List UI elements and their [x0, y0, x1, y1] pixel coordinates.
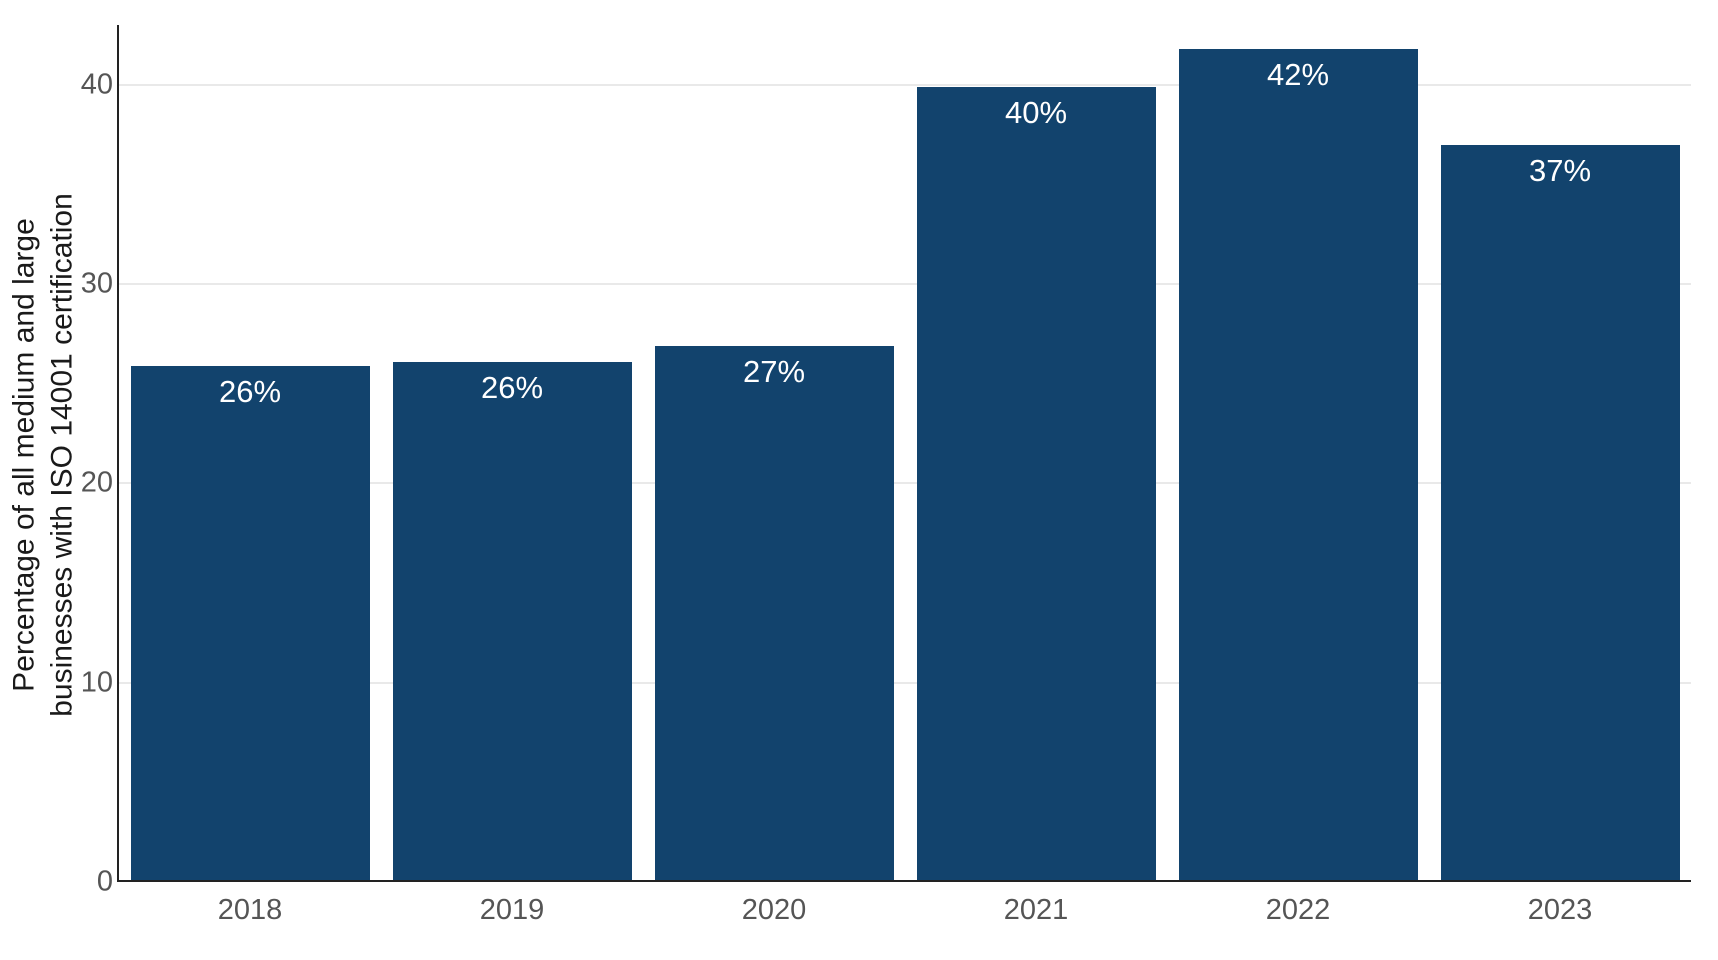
x-axis-line: [117, 880, 1691, 882]
bar-2023: 37%: [1440, 144, 1680, 882]
x-tick-label-2019: 2019: [479, 894, 545, 926]
gridline-20: [119, 482, 1691, 485]
bar-value-label-2023: 37%: [1528, 152, 1592, 188]
y-axis-line: [117, 25, 119, 882]
bar-value-label-2022: 42%: [1266, 56, 1330, 92]
x-tick-labels: 2018 2019 2020 2021 2022 2023: [0, 894, 1718, 934]
gridline-40: [119, 83, 1691, 86]
plot-area: 26% 26% 27% 40% 42% 37%: [117, 25, 1691, 882]
bar-value-label-2020: 27%: [742, 353, 806, 389]
y-tick-labels: 0 10 20 30 40: [0, 25, 113, 897]
bar-value-label-2018: 26%: [218, 373, 282, 409]
x-tick-label-2021: 2021: [1003, 894, 1069, 926]
y-tick-label-40: 40: [80, 68, 113, 101]
x-tick-label-2022: 2022: [1265, 894, 1331, 926]
x-tick-label-2023: 2023: [1527, 894, 1593, 926]
bar-value-label-2021: 40%: [1004, 94, 1068, 130]
y-tick-label-10: 10: [80, 666, 113, 699]
y-tick-label-0: 0: [96, 865, 113, 898]
gridline-30: [119, 283, 1691, 286]
x-tick-label-2020: 2020: [741, 894, 807, 926]
gridline-10: [119, 681, 1691, 684]
y-tick-label-20: 20: [80, 466, 113, 499]
bar-2022: 42%: [1178, 48, 1418, 882]
x-tick-label-2018: 2018: [217, 894, 283, 926]
y-tick-label-30: 30: [80, 267, 113, 300]
bar-2021: 40%: [916, 86, 1156, 882]
bar-2019: 26%: [392, 361, 632, 882]
bar-2020: 27%: [654, 345, 894, 882]
bar-2018: 26%: [130, 365, 370, 882]
bar-value-label-2019: 26%: [480, 369, 544, 405]
